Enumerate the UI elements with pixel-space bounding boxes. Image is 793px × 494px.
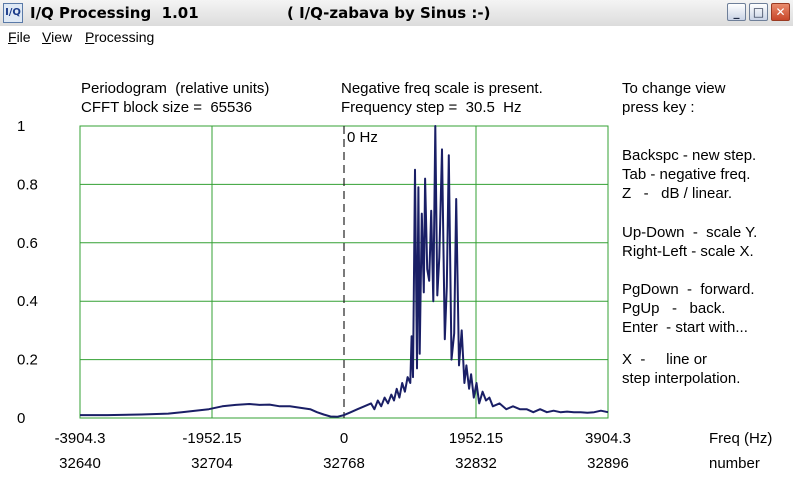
app-icon: I/Q [3, 3, 23, 23]
window-subtitle: ( I/Q-zabava by Sinus :-) [287, 4, 491, 22]
window-title: I/Q Processing 1.01 [30, 4, 199, 22]
menu-view-label: iew [51, 29, 73, 45]
minimize-icon: _ [733, 5, 740, 19]
negative-freq-note: Negative freq scale is present. [341, 80, 543, 97]
y-tick-label: 0.2 [17, 352, 38, 369]
x-tick-label: 0 [340, 430, 348, 447]
frequency-step: Frequency step = 30.5 Hz [341, 99, 522, 116]
y-tick-labels: 1 0.8 0.6 0.4 0.2 0 [17, 118, 38, 427]
menu-file-label: ile [16, 29, 31, 45]
maximize-button[interactable]: □ [749, 3, 768, 21]
help-x: X - line or [622, 351, 708, 368]
y-tick-label: 1 [17, 118, 25, 135]
menu-view-accel: V [42, 29, 52, 45]
menu-view[interactable]: View [42, 29, 72, 45]
y-tick-label: 0.8 [17, 176, 38, 193]
help-up-down: Up-Down - scale Y. [622, 224, 758, 241]
title-bar[interactable]: I/Q I/Q Processing 1.01 ( I/Q-zabava by … [0, 0, 793, 27]
periodogram-title: Periodogram (relative units) [81, 80, 270, 97]
help-line-1: To change view [622, 80, 726, 97]
menu-file-accel: F [8, 29, 17, 45]
close-button[interactable]: ✕ [771, 3, 790, 21]
help-enter: Enter - start with... [622, 319, 748, 336]
x-axis-label: Freq (Hz) [709, 430, 772, 447]
number-axis-label: number [709, 455, 760, 472]
periodogram-line [80, 125, 609, 418]
help-tab: Tab - negative freq. [622, 166, 751, 183]
menu-processing-accel: P [85, 29, 95, 45]
menu-processing-label: rocessing [94, 29, 155, 45]
menu-bar: File View Processing [0, 26, 793, 48]
menu-file[interactable]: File [8, 29, 31, 45]
menu-processing[interactable]: Processing [85, 29, 154, 45]
help-interpolation: step interpolation. [622, 370, 741, 387]
close-icon: ✕ [775, 5, 786, 19]
number-tick-label: 32896 [587, 455, 629, 472]
y-tick-label: 0.6 [17, 235, 38, 252]
zero-hz-label: 0 Hz [347, 129, 378, 146]
help-right-left: Right-Left - scale X. [622, 243, 754, 260]
number-tick-label: 32704 [191, 455, 233, 472]
x-tick-labels: -3904.3 -1952.15 0 1952.15 3904.3 [55, 430, 631, 447]
y-tick-label: 0.4 [17, 293, 38, 310]
help-z: Z - dB / linear. [622, 185, 733, 202]
x-tick-label: 3904.3 [585, 430, 631, 447]
x-tick-label: 1952.15 [449, 430, 503, 447]
cfft-block-size: CFFT block size = 65536 [81, 99, 253, 116]
help-pgup: PgUp - back. [622, 300, 726, 317]
y-tick-label: 0 [17, 410, 25, 427]
maximize-icon: □ [752, 5, 765, 19]
number-tick-label: 32832 [455, 455, 497, 472]
help-line-2: press key : [622, 99, 695, 116]
x-tick-label: -1952.15 [182, 430, 241, 447]
number-tick-labels: 32640 32704 32768 32832 32896 [59, 455, 629, 472]
help-backspace: Backspc - new step. [622, 147, 757, 164]
minimize-button[interactable]: _ [727, 3, 746, 21]
x-tick-label: -3904.3 [55, 430, 106, 447]
number-tick-label: 32640 [59, 455, 101, 472]
help-pgdown: PgDown - forward. [622, 281, 755, 298]
number-tick-label: 32768 [323, 455, 365, 472]
